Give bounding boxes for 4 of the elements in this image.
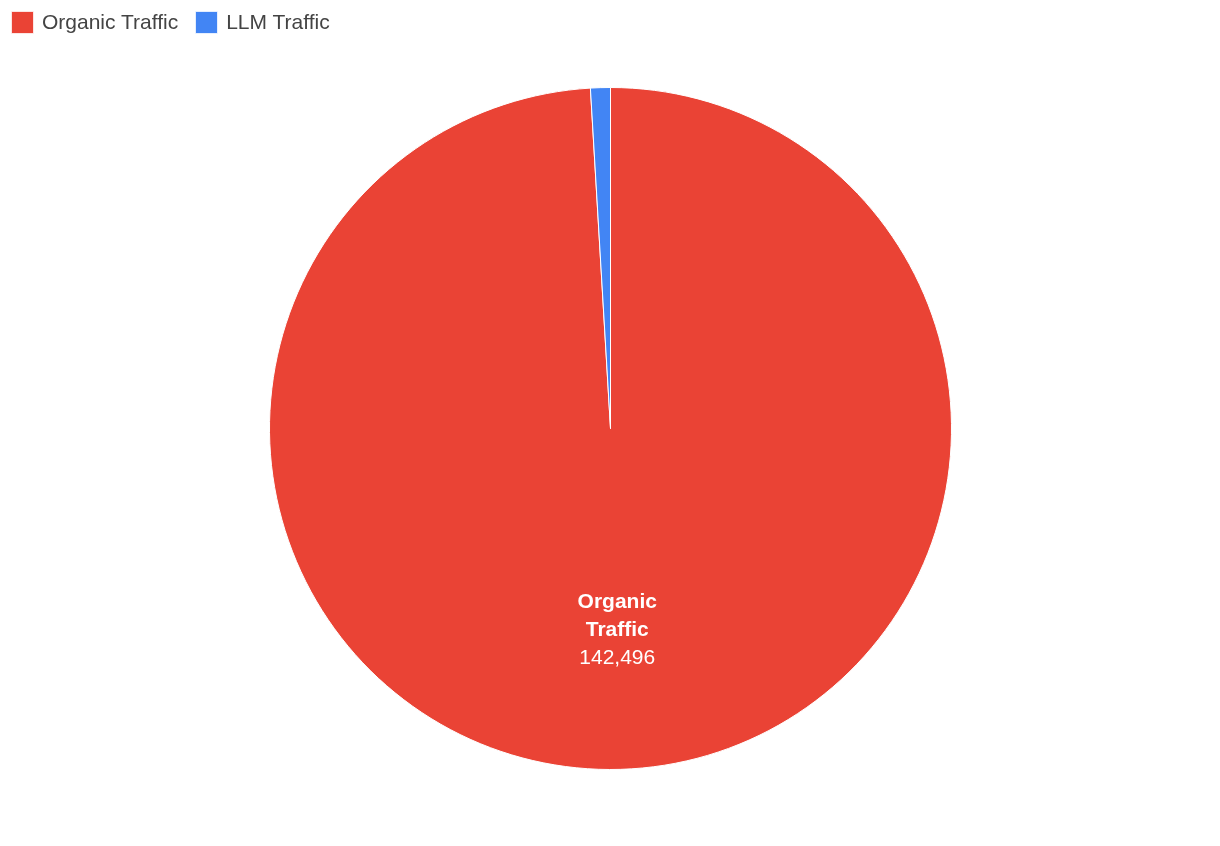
legend-label: LLM Traffic [226,10,330,34]
slice-label: Organic Traffic [577,589,658,641]
data-label: 142,496 [579,644,656,668]
legend-label: Organic Traffic [42,10,179,34]
